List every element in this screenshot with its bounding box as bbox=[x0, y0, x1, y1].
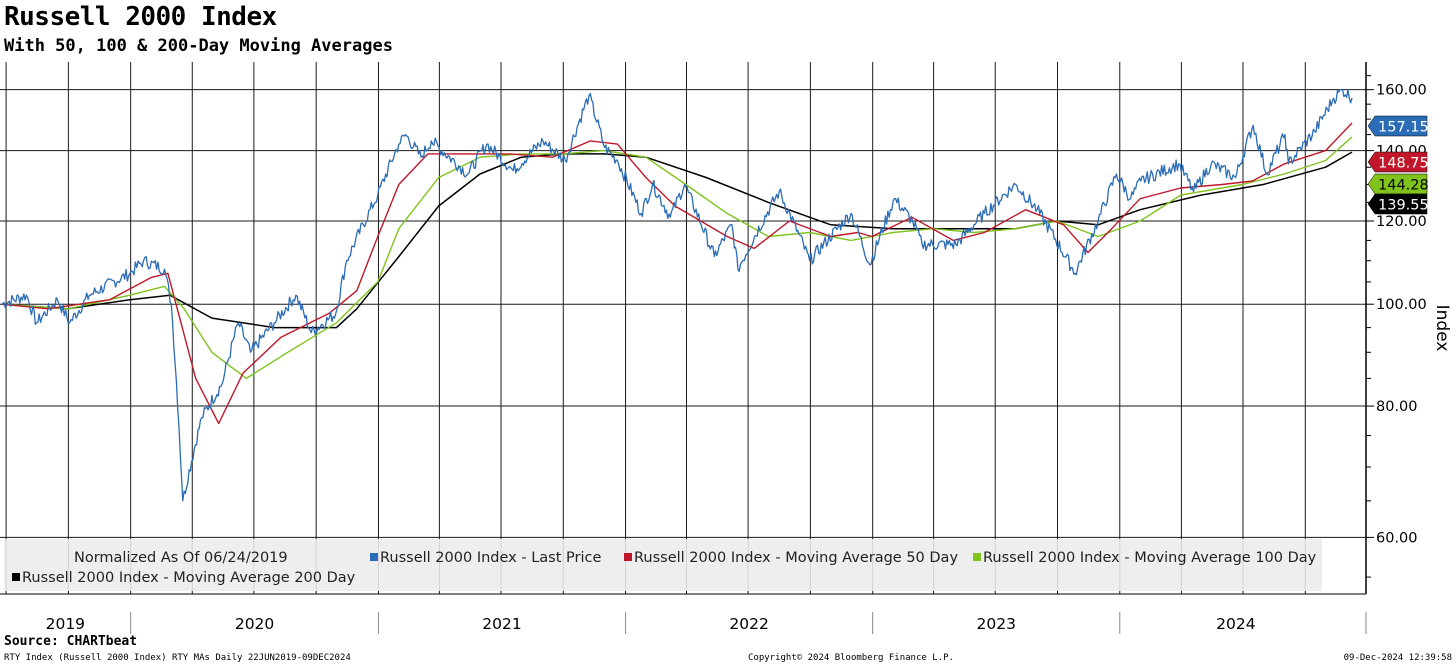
chart-title: Russell 2000 Index bbox=[4, 2, 277, 32]
series-line-price bbox=[1, 88, 1353, 502]
legend: Normalized As Of 06/24/2019 Russell 2000 … bbox=[4, 539, 1322, 591]
legend-swatch-ma50 bbox=[624, 553, 632, 561]
y-tick-label: 120.00 bbox=[1376, 214, 1427, 230]
source-note: Source: CHARTbeat bbox=[4, 634, 138, 649]
y-tick-label: 60.00 bbox=[1376, 530, 1418, 546]
last-value-ma50: 148.75 bbox=[1367, 151, 1429, 173]
footer-timestamp: 09-Dec-2024 12:39:58 bbox=[1343, 653, 1452, 663]
last-value-ma100: 144.28 bbox=[1367, 173, 1429, 195]
y-tick-label: 160.00 bbox=[1376, 83, 1427, 99]
last-value-box bbox=[1367, 151, 1428, 173]
series-lines bbox=[1, 88, 1353, 502]
y-tick-label: 100.00 bbox=[1376, 297, 1427, 313]
series-line-ma200 bbox=[1, 151, 1353, 329]
last-value-labels: 157.15 148.75 144.28 139.55 bbox=[1367, 115, 1429, 215]
legend-swatch-price bbox=[370, 553, 378, 561]
last-value-text: 157.15 bbox=[1378, 120, 1429, 136]
last-value-box bbox=[1367, 115, 1428, 137]
footer-left: RTY Index (Russell 2000 Index) RTY MAs D… bbox=[4, 653, 351, 663]
y-tick-label: 80.00 bbox=[1376, 399, 1418, 415]
series-line-ma100 bbox=[1, 136, 1353, 380]
x-tick-label: 2022 bbox=[729, 615, 768, 633]
legend-label-price: Russell 2000 Index - Last Price bbox=[380, 550, 601, 566]
legend-swatch-ma200 bbox=[12, 573, 20, 581]
legend-box bbox=[4, 539, 1322, 591]
axes: 60.0080.00100.00120.00140.00160.00Index2… bbox=[0, 62, 1452, 634]
x-tick-label: 2021 bbox=[482, 615, 521, 633]
x-tick-label: 2024 bbox=[1216, 615, 1255, 633]
last-value-ma200: 139.55 bbox=[1367, 193, 1429, 215]
x-tick-label: 2019 bbox=[46, 615, 85, 633]
last-value-text: 139.55 bbox=[1378, 198, 1429, 214]
last-value-text: 144.28 bbox=[1378, 178, 1429, 194]
legend-label-ma100: Russell 2000 Index - Moving Average 100 … bbox=[983, 550, 1317, 566]
last-value-box bbox=[1367, 193, 1428, 215]
grid-lines bbox=[0, 62, 1366, 594]
last-value-box bbox=[1367, 173, 1428, 195]
legend-label-ma50: Russell 2000 Index - Moving Average 50 D… bbox=[634, 550, 958, 566]
legend-swatch-ma100 bbox=[973, 553, 981, 561]
chart-subtitle: With 50, 100 & 200-Day Moving Averages bbox=[4, 36, 393, 56]
y-axis-title: Index bbox=[1432, 305, 1452, 352]
last-value-text: 148.75 bbox=[1378, 156, 1429, 172]
x-tick-label: 2023 bbox=[977, 615, 1016, 633]
footer-copyright: Copyright© 2024 Bloomberg Finance L.P. bbox=[748, 653, 954, 663]
legend-label-ma200: Russell 2000 Index - Moving Average 200 … bbox=[22, 570, 356, 586]
last-value-price: 157.15 bbox=[1367, 115, 1429, 137]
x-tick-label: 2020 bbox=[235, 615, 274, 633]
legend-note: Normalized As Of 06/24/2019 bbox=[74, 550, 288, 566]
